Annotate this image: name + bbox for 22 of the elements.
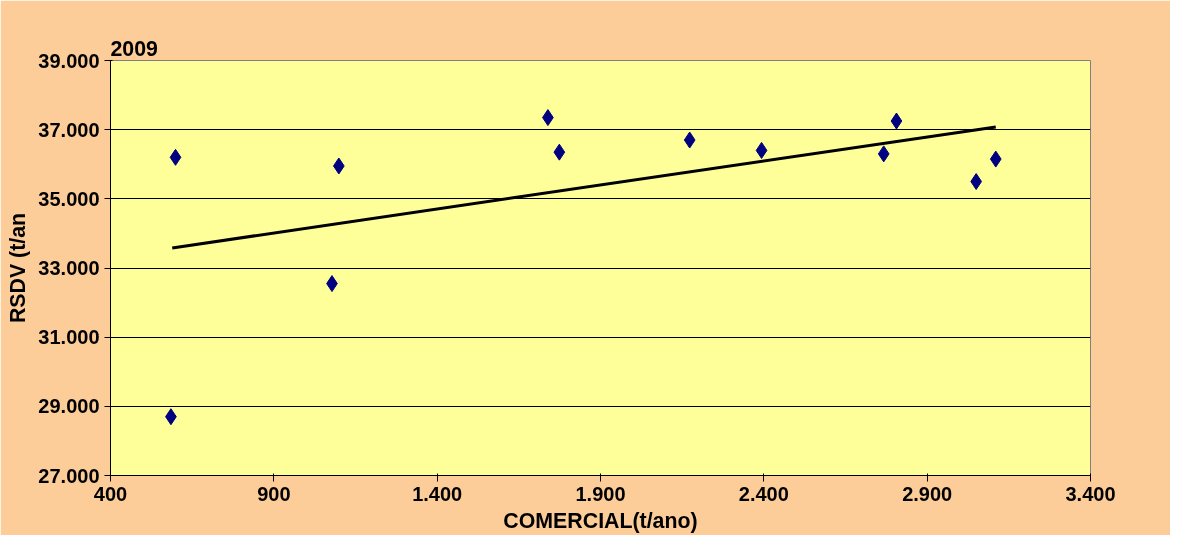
x-axis-title: COMERCIAL(t/ano) — [503, 508, 698, 533]
y-tick-label: 37.000 — [38, 118, 100, 141]
point — [890, 112, 903, 130]
y-tick-label: 29.000 — [38, 395, 100, 418]
chart-title: 2009 — [110, 36, 159, 61]
y-axis-title: RSDV (t/an — [6, 212, 31, 324]
x-tick-label: 2.400 — [738, 482, 789, 505]
y-tick-label: 35.000 — [38, 187, 100, 210]
point — [553, 143, 566, 161]
y-tick-label: 39.000 — [38, 49, 100, 72]
x-tick-label: 1.900 — [575, 482, 626, 505]
point — [989, 150, 1002, 168]
point — [169, 148, 182, 166]
point — [877, 145, 890, 163]
x-tick-label: 900 — [257, 482, 291, 505]
y-tick-label: 33.000 — [38, 257, 100, 279]
x-tick-label: 3.400 — [1065, 482, 1116, 505]
point — [755, 141, 768, 159]
x-tick-label: 1.400 — [412, 482, 463, 505]
point — [683, 131, 696, 149]
x-tick-label: 2.900 — [902, 482, 953, 505]
y-tick-label: 31.000 — [38, 326, 100, 349]
